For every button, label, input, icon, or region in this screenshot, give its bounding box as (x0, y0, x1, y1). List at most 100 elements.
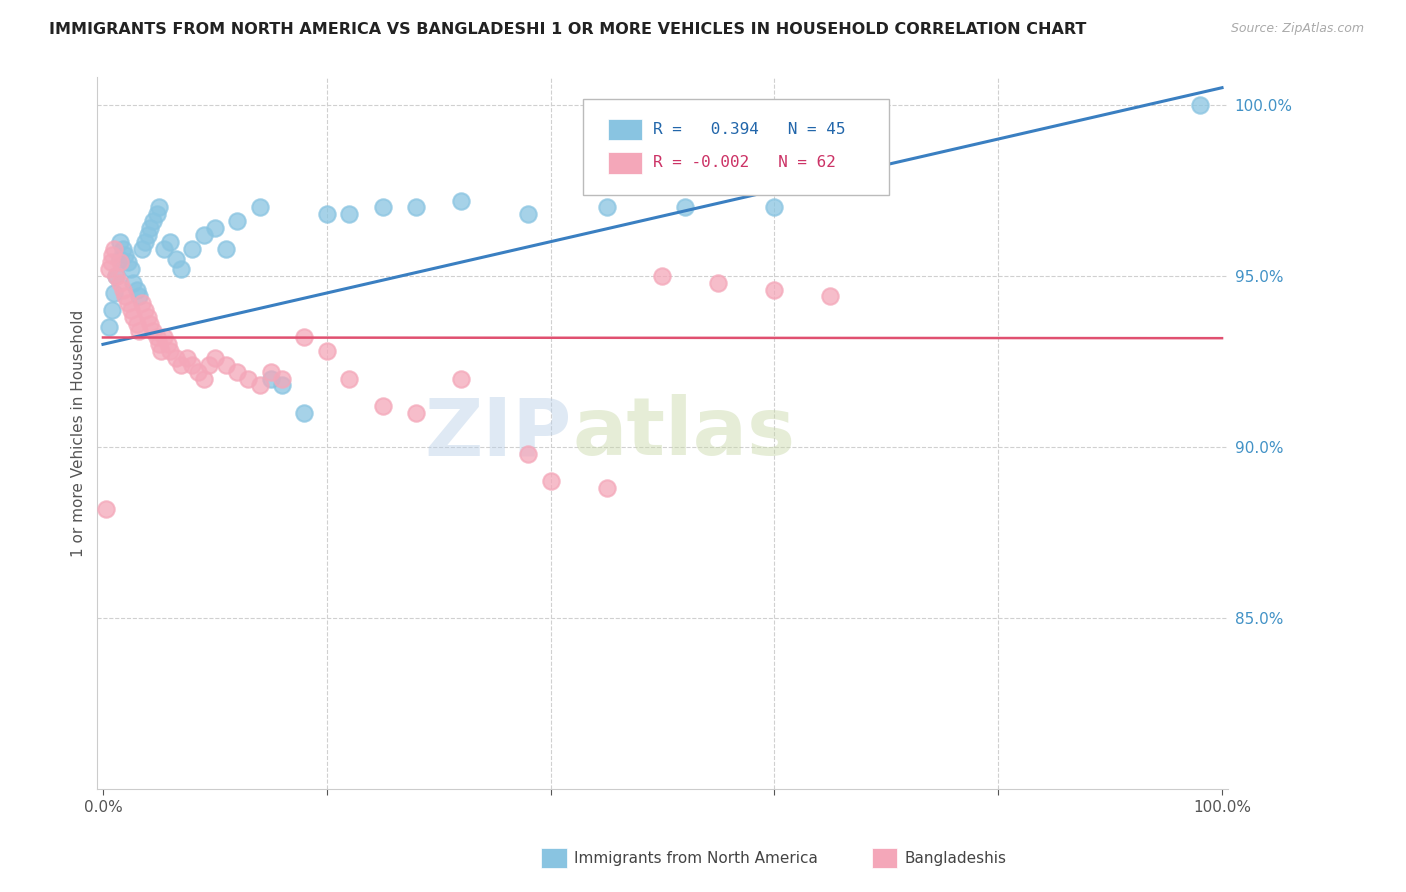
Point (204, 351, 226, 365)
Point (125, 317, 148, 331)
Point (517, 207, 540, 221)
Point (142, 324, 165, 338)
Point (198, 358, 221, 372)
Point (120, 303, 142, 318)
Point (156, 337, 179, 351)
Bar (609, 153, 643, 174)
Point (540, 474, 562, 488)
Point (101, 303, 124, 318)
Text: Source: ZipAtlas.com: Source: ZipAtlas.com (1230, 22, 1364, 36)
Point (450, 371, 472, 385)
Point (204, 221, 226, 235)
Point (125, 283, 148, 297)
Y-axis label: 1 or more Vehicles in Household: 1 or more Vehicles in Household (72, 310, 86, 557)
Point (136, 227, 159, 242)
Point (176, 351, 198, 365)
Point (103, 285, 125, 300)
Point (193, 227, 215, 242)
Point (763, 283, 786, 297)
Point (215, 358, 238, 372)
Point (108, 255, 131, 269)
Point (114, 248, 136, 262)
Point (97, 262, 120, 277)
Point (122, 310, 145, 324)
Point (820, 289, 842, 303)
Point (260, 371, 283, 385)
Point (707, 276, 730, 290)
Point (139, 317, 162, 331)
Point (763, 201, 786, 215)
Point (153, 242, 176, 256)
Point (187, 365, 209, 379)
Text: IMMIGRANTS FROM NORTH AMERICA VS BANGLADESHI 1 OR MORE VEHICLES IN HOUSEHOLD COR: IMMIGRANTS FROM NORTH AMERICA VS BANGLAD… (49, 22, 1087, 37)
Point (337, 371, 360, 385)
Point (226, 214, 249, 228)
Point (139, 221, 162, 235)
Point (114, 289, 136, 303)
Point (150, 344, 173, 359)
Point (112, 242, 135, 256)
Point (249, 378, 271, 392)
Point (215, 242, 238, 256)
Point (148, 337, 170, 351)
Point (145, 207, 167, 221)
Point (103, 242, 125, 256)
Point (148, 201, 170, 215)
Point (292, 406, 315, 420)
Point (405, 406, 427, 420)
Point (193, 371, 215, 385)
Point (134, 303, 156, 318)
Text: ZIP: ZIP (425, 394, 572, 472)
Point (122, 276, 145, 290)
Point (181, 242, 204, 256)
Point (226, 365, 249, 379)
Point (145, 330, 167, 344)
Point (128, 289, 150, 303)
Point (337, 207, 360, 221)
Point (271, 371, 294, 385)
Point (371, 399, 394, 413)
Point (595, 201, 617, 215)
Point (651, 268, 673, 283)
Point (108, 276, 131, 290)
Point (165, 351, 187, 365)
Point (170, 262, 193, 277)
Point (595, 481, 617, 495)
Point (134, 235, 156, 249)
Point (159, 235, 181, 249)
Point (159, 344, 181, 359)
Point (108, 252, 131, 266)
FancyBboxPatch shape (583, 99, 889, 194)
Point (117, 255, 139, 269)
Point (131, 296, 153, 310)
Point (450, 194, 472, 208)
Bar (609, 119, 643, 140)
Text: atlas: atlas (572, 394, 796, 472)
Point (131, 242, 153, 256)
Text: R =   0.394   N = 45: R = 0.394 N = 45 (654, 122, 846, 136)
Point (108, 235, 131, 249)
Point (96, 501, 118, 516)
Point (165, 252, 187, 266)
Point (97, 320, 120, 334)
Point (136, 310, 159, 324)
Point (260, 365, 283, 379)
Point (271, 378, 294, 392)
Text: Immigrants from North America: Immigrants from North America (574, 851, 817, 865)
Point (1188, 98, 1211, 112)
Point (249, 201, 271, 215)
Point (181, 358, 204, 372)
Point (100, 255, 122, 269)
Point (170, 358, 193, 372)
Point (673, 201, 696, 215)
Point (315, 344, 337, 359)
Point (238, 371, 260, 385)
Point (105, 268, 128, 283)
Point (142, 214, 165, 228)
Point (101, 248, 124, 262)
Point (120, 262, 142, 277)
Text: R = -0.002   N = 62: R = -0.002 N = 62 (654, 155, 837, 170)
Point (371, 201, 394, 215)
Point (517, 447, 540, 461)
Point (112, 283, 135, 297)
